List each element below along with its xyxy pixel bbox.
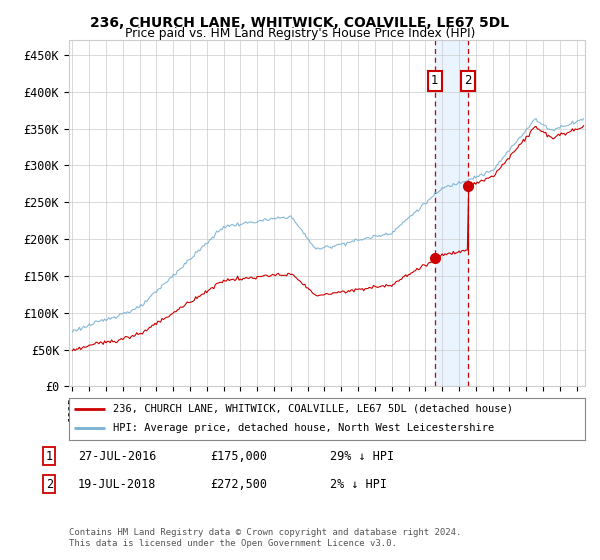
Text: Contains HM Land Registry data © Crown copyright and database right 2024.
This d: Contains HM Land Registry data © Crown c…	[69, 528, 461, 548]
Text: HPI: Average price, detached house, North West Leicestershire: HPI: Average price, detached house, Nort…	[113, 423, 494, 433]
Text: 1: 1	[431, 74, 439, 87]
Text: 29% ↓ HPI: 29% ↓ HPI	[330, 450, 394, 463]
Text: 2% ↓ HPI: 2% ↓ HPI	[330, 478, 387, 491]
Text: 236, CHURCH LANE, WHITWICK, COALVILLE, LE67 5DL (detached house): 236, CHURCH LANE, WHITWICK, COALVILLE, L…	[113, 404, 513, 414]
Bar	[434, 40, 468, 386]
Text: Price paid vs. HM Land Registry's House Price Index (HPI): Price paid vs. HM Land Registry's House …	[125, 27, 475, 40]
Text: £272,500: £272,500	[210, 478, 267, 491]
Text: 19-JUL-2018: 19-JUL-2018	[78, 478, 157, 491]
Text: 2: 2	[464, 74, 472, 87]
Text: 2: 2	[46, 478, 53, 491]
Text: 27-JUL-2016: 27-JUL-2016	[78, 450, 157, 463]
Text: £175,000: £175,000	[210, 450, 267, 463]
Text: 236, CHURCH LANE, WHITWICK, COALVILLE, LE67 5DL: 236, CHURCH LANE, WHITWICK, COALVILLE, L…	[91, 16, 509, 30]
Text: 1: 1	[46, 450, 53, 463]
